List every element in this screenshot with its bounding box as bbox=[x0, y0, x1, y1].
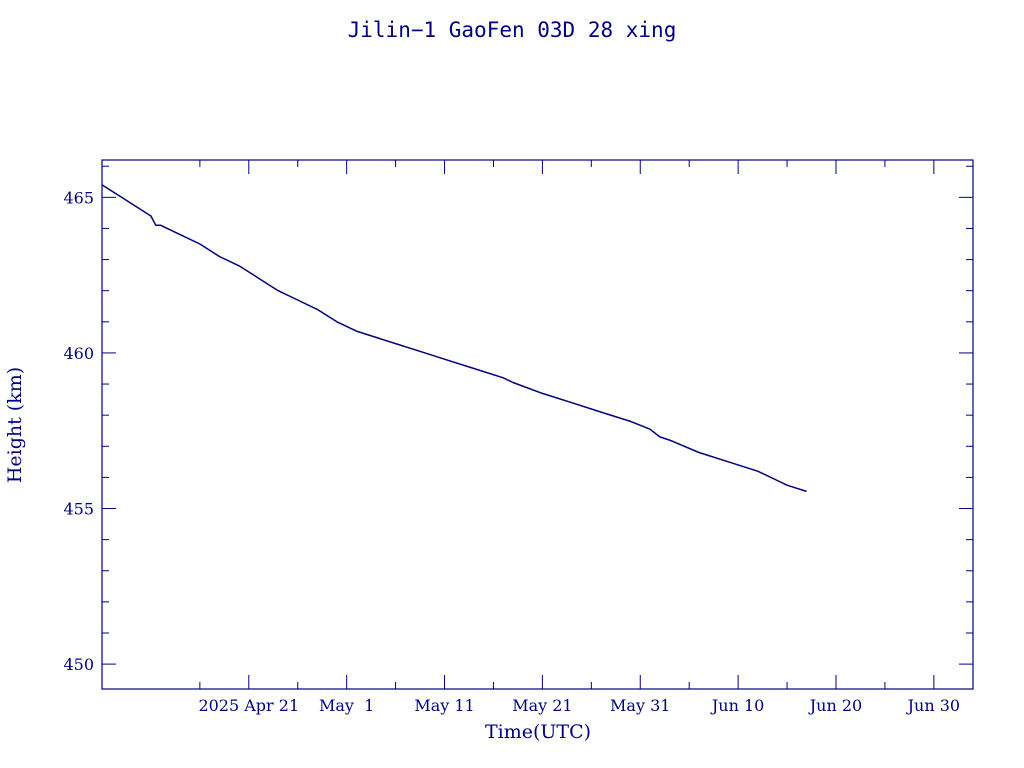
y-tick-label: 450 bbox=[63, 655, 94, 674]
chart-title: Jilin−1 GaoFen 03D 28 xing bbox=[348, 18, 677, 42]
x-tick-label: May 31 bbox=[610, 696, 670, 715]
x-tick-label: Jun 20 bbox=[808, 696, 862, 715]
y-axis-ticks: 450 455 460 465 bbox=[63, 165, 973, 674]
x-axis-label: Time(UTC) bbox=[485, 721, 591, 743]
y-tick-label: 455 bbox=[63, 500, 94, 519]
x-tick-label: Jun 10 bbox=[710, 696, 764, 715]
plot-frame bbox=[101, 159, 974, 690]
y-axis-label: Height (km) bbox=[4, 367, 26, 483]
x-tick-label: May 1 bbox=[319, 696, 374, 715]
height-series-line bbox=[101, 184, 807, 493]
y-tick-label: 465 bbox=[63, 188, 94, 207]
series-layer bbox=[101, 184, 807, 493]
x-tick-label: May 11 bbox=[414, 696, 474, 715]
x-tick-label: May 21 bbox=[512, 696, 572, 715]
x-axis-ticks: 2025 Apr 21 May 1 May 11 May 21 May 31 Jun 10… bbox=[198, 160, 960, 715]
x-tick-label: Jun 30 bbox=[906, 696, 960, 715]
x-tick-label: 2025 Apr 21 bbox=[198, 696, 299, 715]
y-tick-label: 460 bbox=[63, 344, 94, 363]
